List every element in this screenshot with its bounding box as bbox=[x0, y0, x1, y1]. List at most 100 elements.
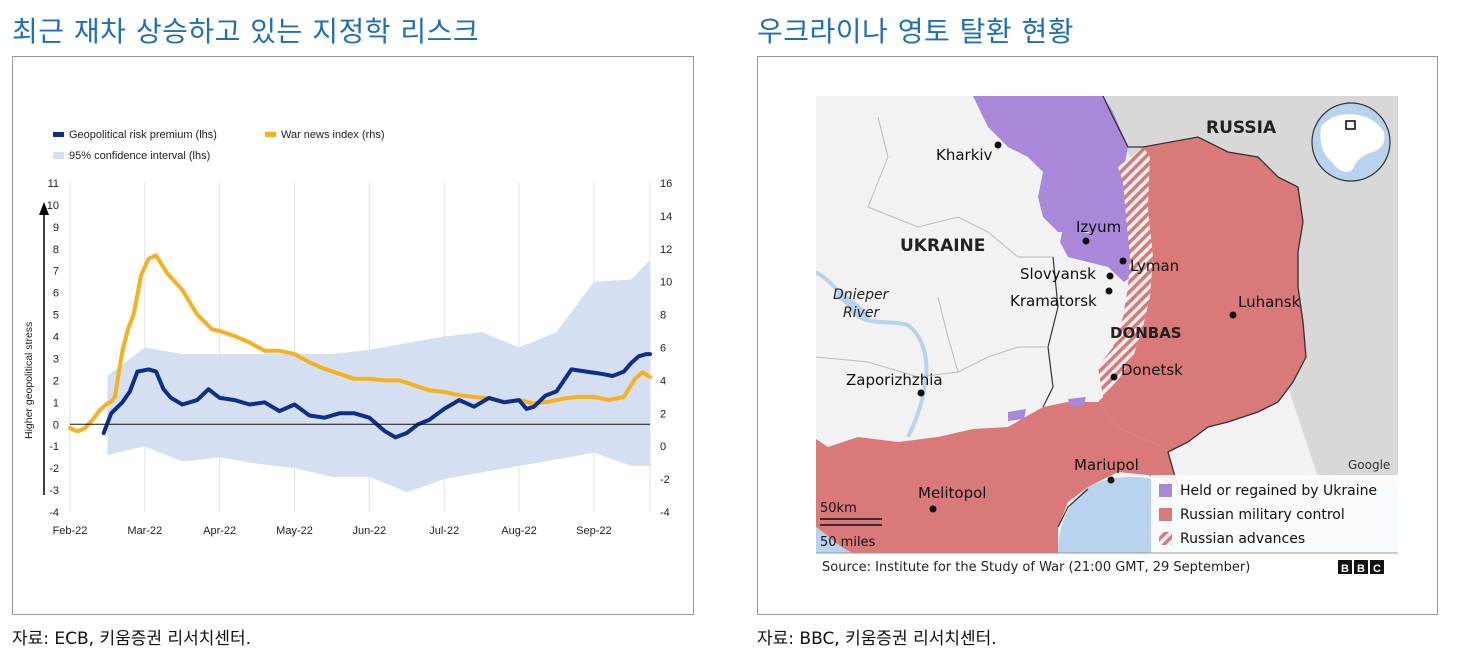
y-axis-label: Higher geopolitical stress bbox=[23, 322, 35, 439]
confidence-band-area bbox=[107, 259, 650, 493]
x-tick-label: Aug-22 bbox=[501, 525, 536, 537]
y2-tick-label: -2 bbox=[660, 474, 670, 486]
series-line-war-news bbox=[68, 253, 652, 434]
bbc-logo: B B C bbox=[1338, 560, 1384, 575]
y-tick-label: -3 bbox=[49, 485, 59, 497]
left-panel-source: 자료: ECB, 키움증권 리서치센터. bbox=[12, 629, 252, 649]
svg-text:Mariupol: Mariupol bbox=[1074, 456, 1139, 474]
svg-text:Luhansk: Luhansk bbox=[1238, 293, 1301, 311]
map-area-russian-control-east bbox=[1098, 137, 1306, 452]
globe-location-marker bbox=[1345, 120, 1356, 130]
legend-label-risk-premium: Geopolitical risk premium (lhs) bbox=[69, 129, 217, 141]
map-label-river-line1: Dnieper bbox=[833, 287, 890, 303]
svg-text:B: B bbox=[1341, 563, 1349, 575]
y2-tick-label: 6 bbox=[660, 343, 666, 355]
map-city-zaporizhzhia: Zaporizhzhia bbox=[846, 371, 943, 397]
y2-tick-label: 16 bbox=[660, 178, 672, 190]
y-tick-label: 0 bbox=[53, 419, 59, 431]
y-tick-label: 10 bbox=[47, 200, 59, 212]
svg-text:C: C bbox=[1373, 563, 1381, 575]
x-tick-label: May-22 bbox=[276, 525, 313, 537]
svg-text:50km: 50km bbox=[820, 501, 857, 516]
y-tick-label: -1 bbox=[49, 441, 59, 453]
map-frame: RUSSIA UKRAINE DONBAS Dnieper River Khar… bbox=[757, 56, 1438, 615]
legend-swatch-confidence bbox=[53, 152, 64, 159]
x-tick-label: Jun-22 bbox=[353, 525, 387, 537]
y2-tick-label: 8 bbox=[660, 310, 666, 322]
chart-frame: Geopolitical risk premium (lhs) War news… bbox=[12, 56, 694, 615]
y-tick-label: 4 bbox=[53, 332, 59, 344]
map-city-luhansk: Luhansk bbox=[1229, 293, 1301, 319]
map-label-russia: RUSSIA bbox=[1206, 118, 1277, 138]
geopolitical-risk-chart: Geopolitical risk premium (lhs) War news… bbox=[23, 129, 673, 537]
y-tick-label: 6 bbox=[53, 288, 59, 300]
x-tick-label: Jul-22 bbox=[429, 525, 459, 537]
chart-confidence-band bbox=[107, 259, 650, 493]
map-area-russian-advances bbox=[1098, 147, 1153, 397]
legend-swatch-risk-premium bbox=[53, 132, 64, 137]
map-area-russian-control-south bbox=[816, 402, 1178, 553]
map-source-line: Source: Institute for the Study of War (… bbox=[822, 560, 1250, 575]
legend-swatch-war-news bbox=[265, 132, 276, 137]
y2-tick-label: -4 bbox=[660, 507, 670, 519]
svg-text:B: B bbox=[1357, 563, 1365, 575]
map-area-ukraine-held-north bbox=[973, 96, 1136, 252]
ukraine-territory-map: RUSSIA UKRAINE DONBAS Dnieper River Khar… bbox=[816, 96, 1398, 575]
globe-inset bbox=[1311, 102, 1391, 182]
x-tick-label: Mar-22 bbox=[127, 525, 162, 537]
map-label-river-line2: River bbox=[843, 305, 881, 321]
map-sea-black bbox=[816, 527, 853, 553]
right-panel-title: 우크라이나 영토 탈환 현황 bbox=[757, 15, 1075, 48]
map-scale-bar: 50km 50 miles bbox=[820, 501, 882, 550]
y-axis-arrow bbox=[39, 202, 49, 495]
left-panel-title: 최근 재차 상승하고 있는 지정학 리스크 bbox=[12, 15, 480, 48]
map-city-mariupol: Mariupol bbox=[1074, 456, 1139, 484]
right-panel-source: 자료: BBC, 키움증권 리서치센터. bbox=[757, 629, 997, 649]
map-legend-label-russian-advances: Russian advances bbox=[1180, 531, 1305, 547]
y2-tick-label: 0 bbox=[660, 441, 666, 453]
chart-axes: -4-3-2-101234567891011-4-20246810121416F… bbox=[47, 178, 673, 537]
map-legend-swatch-russian-advances bbox=[1159, 532, 1172, 545]
series-line-risk-premium bbox=[101, 352, 652, 440]
map-city-lyman: Lyman bbox=[1119, 257, 1179, 275]
y-tick-label: 2 bbox=[53, 375, 59, 387]
map-area-ukraine-held-izyum bbox=[1060, 229, 1138, 282]
svg-text:Lyman: Lyman bbox=[1130, 257, 1179, 275]
svg-text:Izyum: Izyum bbox=[1076, 218, 1121, 236]
map-city-melitopol: Melitopol bbox=[918, 484, 986, 513]
y-tick-label: 8 bbox=[53, 244, 59, 256]
y-tick-label: -2 bbox=[49, 463, 59, 475]
map-border-russia bbox=[1102, 96, 1307, 488]
map-city-kharkiv: Kharkiv bbox=[936, 141, 1002, 164]
map-legend: Held or regained by Ukraine Russian mili… bbox=[1151, 475, 1398, 553]
y2-tick-label: 4 bbox=[660, 375, 666, 387]
y-tick-label: 7 bbox=[53, 266, 59, 278]
map-legend-swatch-russian-control bbox=[1159, 508, 1172, 521]
y-tick-label: 9 bbox=[53, 222, 59, 234]
x-tick-label: Sep-22 bbox=[576, 525, 611, 537]
chart-legend: Geopolitical risk premium (lhs) War news… bbox=[53, 129, 385, 162]
y-tick-label: 5 bbox=[53, 310, 59, 322]
y2-tick-label: 14 bbox=[660, 211, 672, 223]
x-tick-label: Feb-22 bbox=[53, 525, 88, 537]
map-legend-label-ukraine-held: Held or regained by Ukraine bbox=[1180, 483, 1377, 499]
svg-text:50 miles: 50 miles bbox=[820, 535, 876, 550]
svg-text:Zaporizhzhia: Zaporizhzhia bbox=[846, 371, 943, 389]
chart-lines bbox=[68, 253, 652, 440]
x-tick-label: Apr-22 bbox=[203, 525, 236, 537]
map-attribution-google: Google bbox=[1348, 458, 1390, 472]
map-label-ukraine: UKRAINE bbox=[900, 236, 985, 256]
map-legend-label-russian-control: Russian military control bbox=[1180, 507, 1345, 523]
legend-label-war-news: War news index (rhs) bbox=[281, 129, 385, 141]
svg-text:Kharkiv: Kharkiv bbox=[936, 146, 993, 164]
svg-text:Melitopol: Melitopol bbox=[918, 484, 986, 502]
svg-text:Donetsk: Donetsk bbox=[1121, 361, 1183, 379]
y2-tick-label: 2 bbox=[660, 408, 666, 420]
legend-label-confidence: 95% confidence interval (lhs) bbox=[69, 150, 210, 162]
map-city-donetsk: Donetsk bbox=[1110, 361, 1183, 381]
y2-tick-label: 10 bbox=[660, 277, 672, 289]
svg-text:Slovyansk: Slovyansk bbox=[1020, 265, 1096, 283]
y-tick-label: 11 bbox=[48, 178, 59, 190]
y-tick-label: 3 bbox=[53, 353, 59, 365]
map-city-slovyansk: Slovyansk bbox=[1020, 265, 1114, 283]
